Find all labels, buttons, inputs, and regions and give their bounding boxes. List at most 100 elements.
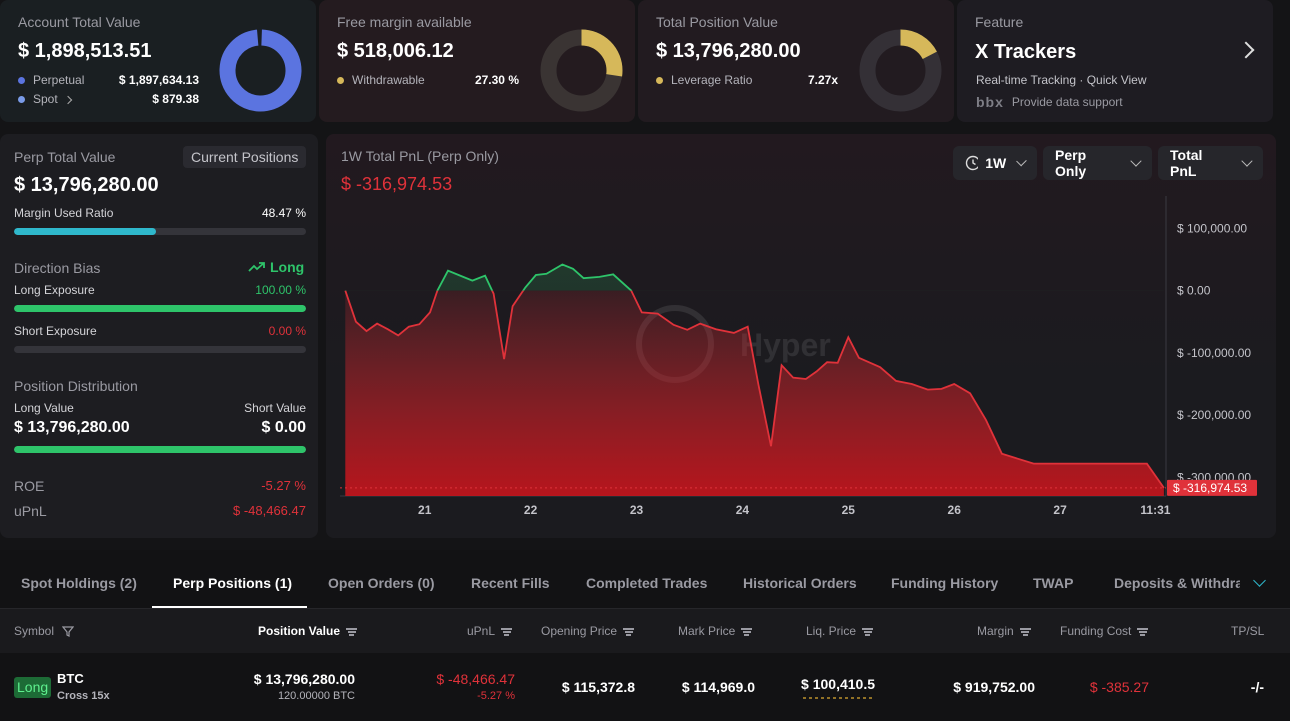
long-value-amount: $ 13,796,280.00 bbox=[14, 419, 130, 436]
y-tick-label: $ 0.00 bbox=[1177, 284, 1211, 298]
x-tick-label: 21 bbox=[418, 503, 432, 517]
tab-historical-orders[interactable]: Historical Orders bbox=[743, 575, 857, 591]
free-margin-value: $ 518,006.12 bbox=[337, 40, 454, 62]
donut-withdrawable-segment bbox=[540, 29, 623, 112]
upnl-pct-cell: -5.27 % bbox=[477, 690, 515, 702]
sort-icon bbox=[346, 627, 358, 636]
leverage-value: 7.27x bbox=[807, 73, 838, 87]
y-tick-label: $ -200,000.00 bbox=[1177, 408, 1251, 422]
margin-used-bar bbox=[14, 228, 306, 235]
direction-bias-text: Long bbox=[270, 259, 305, 275]
direction-bias-value: Long bbox=[248, 259, 304, 275]
y-tick-label: $ -100,000.00 bbox=[1177, 346, 1251, 360]
long-exposure-value: 100.00 % bbox=[255, 283, 306, 297]
liq-price-cell: $ 100,410.5 bbox=[801, 676, 875, 692]
leverage-row: Leverage Ratio bbox=[656, 73, 752, 87]
chevron-down-icon[interactable] bbox=[1130, 155, 1142, 167]
chevron-down-icon[interactable] bbox=[1241, 155, 1253, 167]
y-axis: $ 100,000.00 $ 0.00 $ -100,000.00 $ -200,00… bbox=[1177, 221, 1251, 484]
free-margin-card: Free margin available $ 518,006.12 Withd… bbox=[319, 0, 635, 122]
data-support-label: Provide data support bbox=[1011, 95, 1123, 109]
upnl-cell: $ -48,466.47 bbox=[436, 671, 515, 687]
chevron-down-icon[interactable] bbox=[1016, 155, 1027, 167]
opening-price-cell: $ 115,372.8 bbox=[561, 679, 635, 695]
side-badge: Long bbox=[14, 677, 52, 698]
table-header bbox=[0, 609, 1290, 653]
roe-value: -5.27 % bbox=[261, 478, 306, 493]
sort-icon bbox=[623, 627, 635, 636]
mark-price-cell: $ 114,969.0 bbox=[681, 679, 755, 695]
x-tick-label: 23 bbox=[630, 503, 644, 517]
pnl-positive-line bbox=[345, 263, 633, 291]
funding-cost-cell: $ -385.27 bbox=[1089, 679, 1149, 695]
spot-value: $ 879.38 bbox=[152, 92, 199, 106]
total-position-title: Total Position Value bbox=[656, 14, 778, 30]
withdrawable-dot-icon bbox=[337, 77, 344, 85]
long-exposure-bar bbox=[14, 305, 306, 312]
x-tick-label: 27 bbox=[1053, 503, 1067, 517]
scope-dropdown[interactable]: Perp Only bbox=[1043, 146, 1152, 180]
tab-spot-holdings-2[interactable]: Spot Holdings (2) bbox=[21, 575, 137, 591]
withdrawable-label: Withdrawable bbox=[352, 73, 425, 87]
perp-total-title: Perp Total Value bbox=[14, 149, 116, 165]
account-donut-chart bbox=[219, 29, 302, 112]
th-margin[interactable]: Margin bbox=[977, 624, 1031, 638]
margin-used-label: Margin Used Ratio bbox=[14, 206, 114, 220]
tab-deposits-withdraw[interactable]: Deposits & Withdraw bbox=[1114, 575, 1240, 591]
current-positions-tag[interactable]: Current Positions bbox=[183, 146, 307, 168]
range-dropdown[interactable]: 1W bbox=[953, 146, 1037, 180]
perpetual-dot-icon bbox=[18, 77, 25, 85]
upnl-label: uPnL bbox=[14, 503, 47, 519]
tpsl-cell[interactable]: -/- bbox=[1250, 679, 1264, 695]
tab-recent-fills[interactable]: Recent Fills bbox=[471, 575, 550, 591]
th-opening-price[interactable]: Opening Price bbox=[541, 624, 635, 638]
svg-text:$ -316,974.53: $ -316,974.53 bbox=[1173, 481, 1247, 495]
spot-row[interactable]: Spot bbox=[18, 92, 73, 106]
position-distribution-bar bbox=[14, 446, 306, 453]
th-funding-cost[interactable]: Funding Cost bbox=[1060, 624, 1149, 638]
long-distribution-bar-fill bbox=[14, 446, 306, 453]
roe-label: ROE bbox=[14, 478, 45, 494]
perp-summary-panel bbox=[0, 134, 318, 538]
margin-donut-chart bbox=[540, 29, 623, 112]
range-value[interactable]: 1W bbox=[985, 155, 1007, 171]
tab-twap[interactable]: TWAP bbox=[1033, 575, 1074, 591]
spot-label[interactable]: Spot bbox=[33, 92, 58, 106]
chevron-right-icon[interactable] bbox=[63, 95, 73, 105]
clock-icon bbox=[965, 155, 979, 171]
th-position-value[interactable]: Position Value bbox=[258, 624, 358, 638]
perpetual-label: Perpetual bbox=[33, 73, 85, 87]
sort-icon bbox=[862, 627, 874, 636]
margin-mode-cell: Cross 15x bbox=[57, 690, 110, 702]
tab-funding-history[interactable]: Funding History bbox=[891, 575, 999, 591]
tab-perp-positions-1[interactable]: Perp Positions (1) bbox=[173, 575, 293, 591]
metric-value[interactable]: Total PnL bbox=[1170, 147, 1203, 179]
position-size-cell: 120.00000 BTC bbox=[277, 690, 355, 702]
th-tpsl: TP/SL bbox=[1231, 624, 1265, 638]
pnl-negative-area bbox=[345, 290, 1164, 496]
tab-completed-trades[interactable]: Completed Trades bbox=[586, 575, 708, 591]
sort-icon bbox=[741, 627, 753, 636]
long-exposure-bar-fill bbox=[14, 305, 306, 312]
tab-open-orders-0[interactable]: Open Orders (0) bbox=[328, 575, 435, 591]
chevron-right-icon[interactable] bbox=[1237, 41, 1255, 59]
metric-dropdown[interactable]: Total PnL bbox=[1158, 146, 1263, 180]
account-total-title: Account Total Value bbox=[18, 14, 141, 30]
chart-title: 1W Total PnL (Perp Only) bbox=[341, 148, 499, 164]
feature-name[interactable]: X Trackers bbox=[975, 41, 1077, 63]
donut-perpetual-segment bbox=[219, 29, 302, 112]
scope-value[interactable]: Perp Only bbox=[1055, 147, 1087, 179]
th-mark-price[interactable]: Mark Price bbox=[678, 624, 753, 638]
sort-icon bbox=[1019, 627, 1031, 636]
position-distribution-label: Position Distribution bbox=[14, 378, 138, 394]
short-exposure-label: Short Exposure bbox=[14, 324, 97, 338]
x-axis: 21 22 23 24 25 26 27 11:31 bbox=[418, 503, 1171, 517]
th-liq-price[interactable]: Liq. Price bbox=[806, 624, 874, 638]
tab-divider bbox=[0, 608, 1290, 609]
sort-icon bbox=[501, 627, 513, 636]
feature-card[interactable]: Feature X Trackers Real-time Tracking · … bbox=[957, 0, 1273, 122]
th-symbol[interactable]: Symbol bbox=[14, 624, 75, 638]
th-upnl[interactable]: uPnL bbox=[467, 624, 513, 638]
symbol-cell[interactable]: BTC bbox=[57, 671, 84, 686]
account-total-card: Account Total Value $ 1,898,513.51 Perpe… bbox=[0, 0, 316, 122]
